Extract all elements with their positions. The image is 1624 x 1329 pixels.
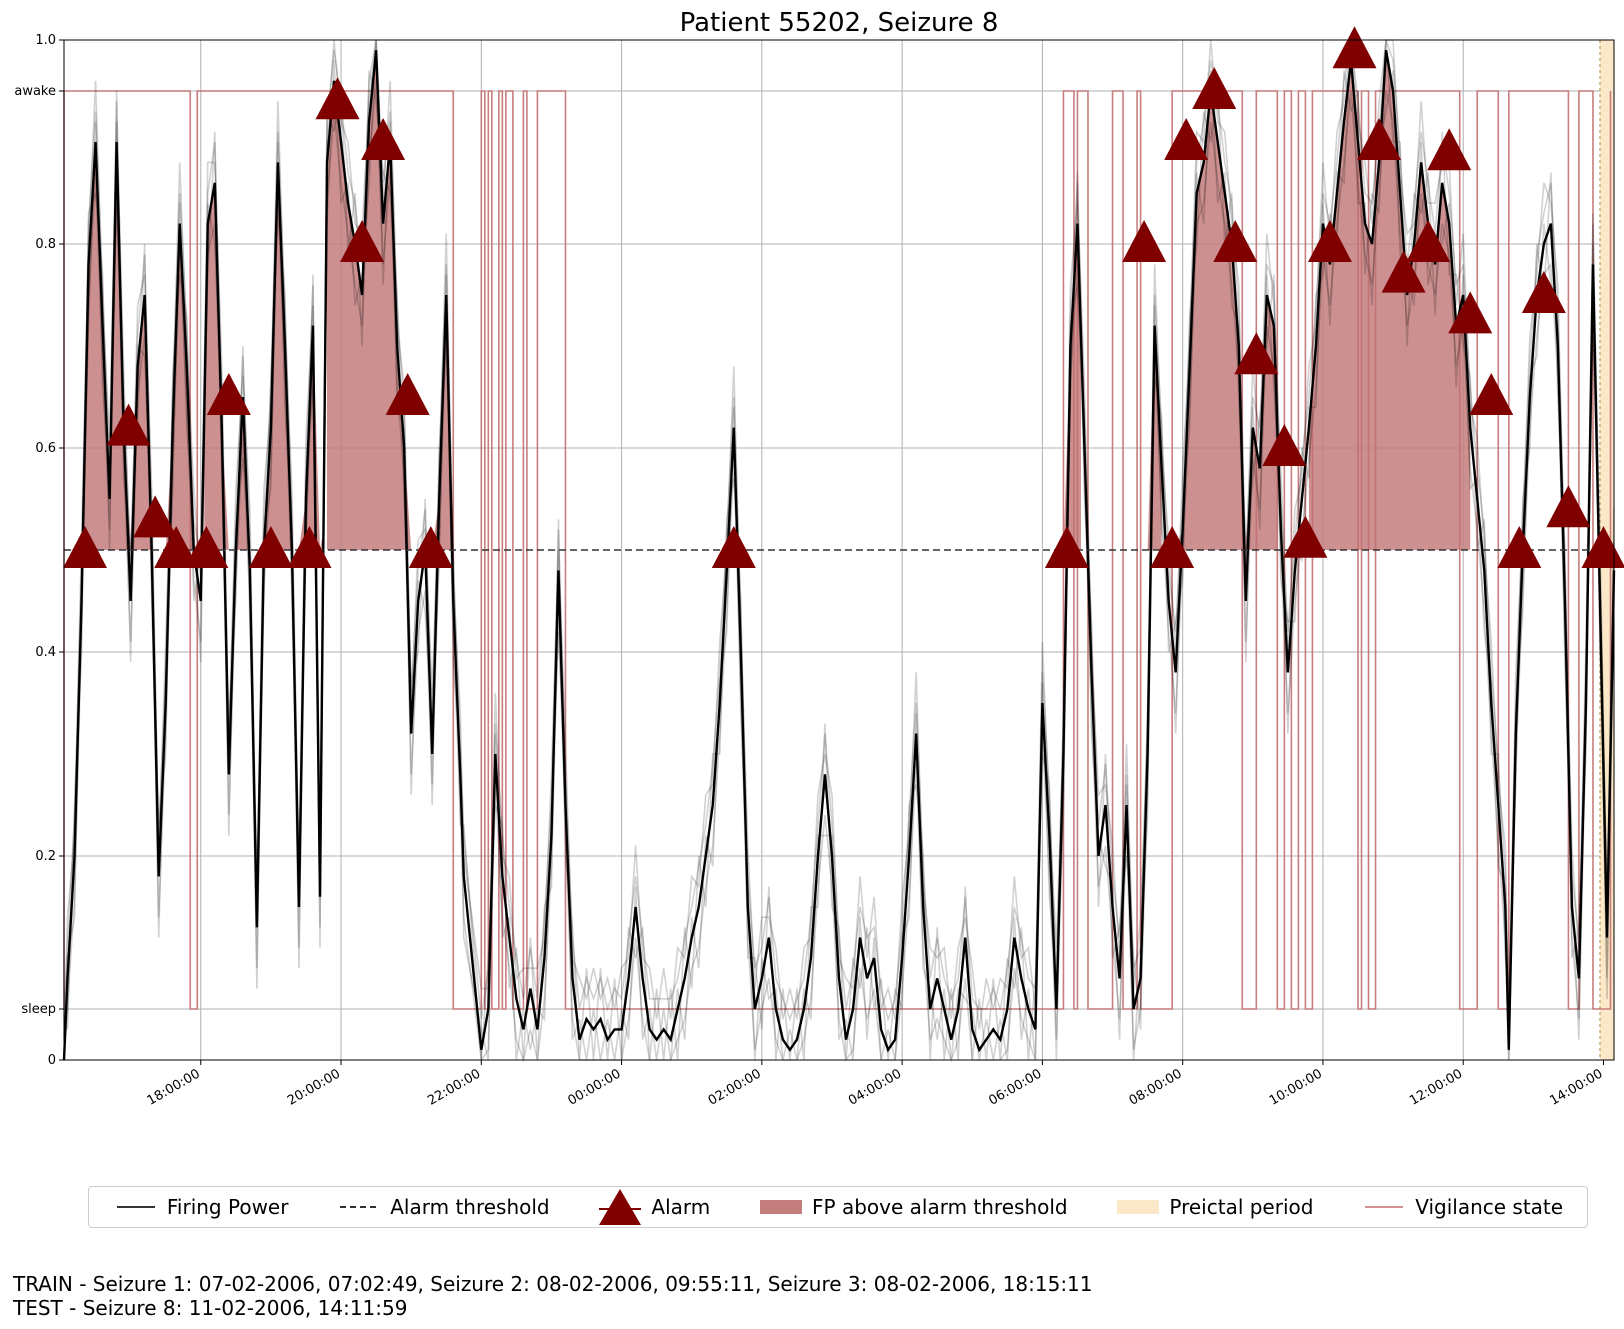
legend-item-alarm-threshold: Alarm threshold bbox=[336, 1195, 550, 1219]
alarm-marker bbox=[106, 403, 151, 446]
fill-swatch-icon bbox=[758, 1195, 804, 1219]
alarm-marker bbox=[1448, 291, 1493, 334]
thin-line-icon bbox=[1361, 1195, 1407, 1219]
alarm-marker bbox=[1192, 67, 1237, 109]
legend-item-preictal-period: Preictal period bbox=[1115, 1195, 1313, 1219]
legend-item-alarm: Alarm bbox=[597, 1189, 711, 1225]
y-tick-label: 0.2 bbox=[35, 849, 56, 864]
alarm-marker bbox=[1122, 220, 1167, 262]
legend-label: Vigilance state bbox=[1415, 1195, 1564, 1219]
y-tick-label: 0.8 bbox=[35, 237, 56, 252]
chart-area: Patient 55202, Seizure 8 0 0.2 0.4 0.6 0.8 1.… bbox=[14, 8, 1624, 1109]
legend-label: FP above alarm threshold bbox=[812, 1195, 1068, 1219]
x-tick-label: 14:00:00 bbox=[1547, 1066, 1605, 1108]
alarm-marker bbox=[1469, 373, 1514, 415]
alarm-marker bbox=[361, 118, 406, 160]
x-tick-label: 10:00:00 bbox=[1267, 1066, 1325, 1108]
fp-above-threshold-region bbox=[1137, 325, 1162, 550]
x-tick-label: 22:00:00 bbox=[425, 1066, 483, 1108]
alarm-marker bbox=[1150, 526, 1195, 568]
alarm-marker bbox=[1164, 118, 1209, 160]
triangle-marker-icon bbox=[597, 1189, 643, 1225]
firing-power-line bbox=[62, 49, 1616, 1061]
y-tick-label: 0.6 bbox=[35, 441, 56, 456]
alarm-marker bbox=[1381, 250, 1426, 293]
fp-above-threshold-region bbox=[1168, 91, 1278, 550]
alarm-marker bbox=[1497, 526, 1542, 568]
alarm-marker bbox=[154, 526, 199, 568]
alarm-marker bbox=[133, 495, 178, 538]
x-tick-label: 20:00:00 bbox=[285, 1066, 343, 1108]
alarm-marker bbox=[1521, 271, 1566, 313]
fill-swatch-icon bbox=[1115, 1195, 1161, 1219]
plot-frame bbox=[63, 39, 1615, 1061]
alarm-marker bbox=[206, 373, 251, 415]
vigilance-tick-label: sleep bbox=[21, 1002, 56, 1017]
alarm-marker bbox=[1546, 485, 1591, 528]
seizure-info: TRAIN - Seizure 1: 07-02-2006, 07:02:49,… bbox=[13, 1272, 1093, 1320]
alarm-marker bbox=[184, 526, 229, 568]
x-tick-label: 06:00:00 bbox=[986, 1066, 1044, 1108]
alarm-marker bbox=[385, 373, 430, 415]
y-tick-label: 0.4 bbox=[35, 645, 56, 660]
alarm-marker bbox=[63, 526, 108, 568]
alarm-marker bbox=[408, 526, 453, 568]
x-tick-label: 08:00:00 bbox=[1127, 1066, 1185, 1108]
alarm-marker bbox=[1332, 26, 1377, 69]
alarm-marker bbox=[1581, 526, 1624, 568]
y-tick-label: 0 bbox=[48, 1053, 56, 1068]
alarm-marker bbox=[1044, 526, 1089, 568]
x-tick-label: 18:00:00 bbox=[145, 1066, 203, 1108]
test-seizure-text: TEST - Seizure 8: 11-02-2006, 14:11:59 bbox=[13, 1296, 408, 1320]
alarm-marker bbox=[1262, 424, 1307, 466]
x-tick-label: 12:00:00 bbox=[1407, 1066, 1465, 1108]
fp-above-threshold-region bbox=[204, 162, 324, 550]
legend-item-firing-power: Firing Power bbox=[113, 1195, 289, 1219]
firing-power-series bbox=[62, 39, 1616, 1063]
legend-label: Firing Power bbox=[166, 1195, 289, 1219]
alarm-marker bbox=[248, 526, 293, 568]
alarm-marker bbox=[340, 220, 385, 262]
x-tick-label: 00:00:00 bbox=[566, 1066, 624, 1108]
fp-above-threshold-region bbox=[327, 50, 471, 550]
fp-above-threshold-region bbox=[1308, 50, 1471, 550]
y-tick-label: 1.0 bbox=[35, 33, 56, 48]
x-tick-label: 02:00:00 bbox=[706, 1066, 764, 1108]
x-tick-label: 04:00:00 bbox=[846, 1066, 904, 1108]
chart-title: Patient 55202, Seizure 8 bbox=[680, 8, 999, 38]
alarm-marker bbox=[711, 526, 756, 568]
alarm-marker bbox=[1357, 118, 1402, 160]
dashed-line-icon bbox=[336, 1195, 382, 1219]
alarm-marker bbox=[1213, 220, 1258, 262]
alarm-marker bbox=[315, 77, 360, 120]
legend-item-fp-above-threshold: FP above alarm threshold bbox=[758, 1195, 1068, 1219]
solid-line-icon bbox=[113, 1195, 159, 1219]
alarm-marker bbox=[1283, 515, 1328, 558]
legend-label: Alarm bbox=[651, 1195, 711, 1219]
legend-label: Preictal period bbox=[1169, 1195, 1314, 1219]
alarm-marker bbox=[1406, 220, 1451, 262]
alarm-markers bbox=[63, 26, 1624, 568]
legend: Firing Power Alarm threshold Alarm FP ab… bbox=[88, 1186, 1588, 1228]
alarm-marker bbox=[287, 526, 332, 568]
vigilance-tick-label: awake bbox=[14, 84, 56, 99]
alarm-marker bbox=[1234, 332, 1279, 375]
alarm-marker bbox=[1307, 220, 1352, 262]
legend-label: Alarm threshold bbox=[390, 1195, 550, 1219]
legend-item-vigilance-state: Vigilance state bbox=[1361, 1195, 1563, 1219]
alarm-marker bbox=[1427, 128, 1472, 171]
train-seizures-text: TRAIN - Seizure 1: 07-02-2006, 07:02:49,… bbox=[13, 1272, 1093, 1296]
